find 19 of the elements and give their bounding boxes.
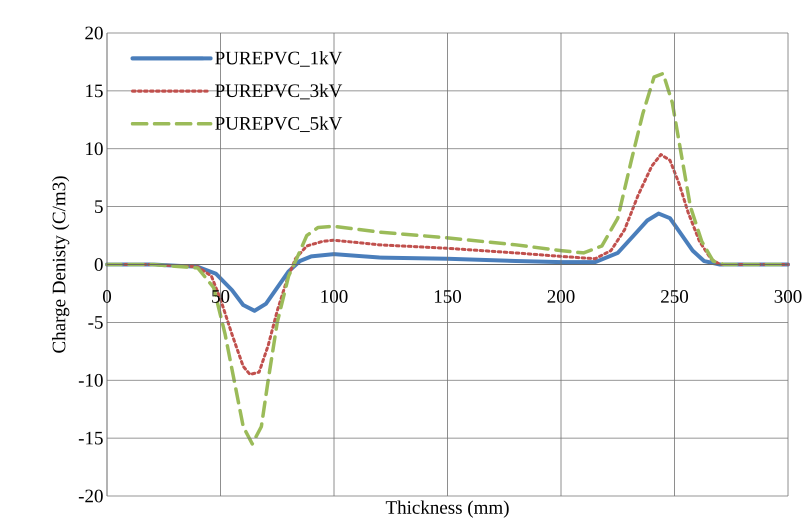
x-tick-label: 250 [661, 290, 688, 303]
y-tick-label: -15 [78, 432, 103, 444]
legend-label: PUREPVC_1kV [215, 51, 342, 67]
x-axis-title: Thickness (mm) [386, 500, 509, 518]
y-axis-title: Charge Denisty (C/m3) [52, 176, 70, 353]
x-tick-label: 200 [548, 290, 575, 303]
x-tick-label: 100 [321, 290, 348, 303]
legend-label: PUREPVC_3kV [215, 84, 342, 100]
y-tick-label: 20 [85, 26, 103, 40]
y-tick-label: 10 [86, 142, 103, 156]
y-tick-label: 5 [95, 200, 103, 213]
legend-label: PUREPVC_5kV [215, 116, 342, 132]
x-tick-label: 300 [774, 290, 802, 303]
y-tick-label: 0 [94, 258, 103, 271]
y-tick-label: -20 [78, 490, 103, 502]
y-tick-label: -5 [88, 316, 103, 329]
y-tick-label: 15 [86, 84, 103, 98]
y-tick-label: -10 [78, 374, 103, 387]
x-tick-label: 150 [434, 290, 462, 303]
